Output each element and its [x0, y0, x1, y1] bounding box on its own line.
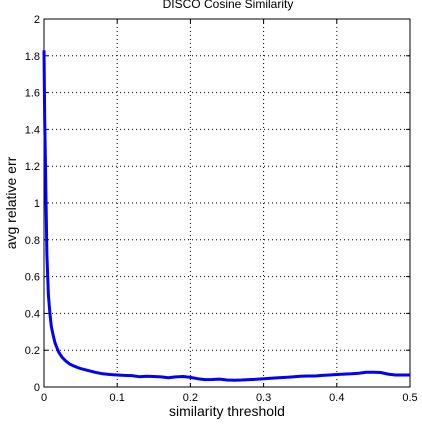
y-tick-label: 0.4: [25, 308, 40, 320]
x-tick-label: 0.4: [329, 392, 344, 404]
y-tick-label: 1: [34, 198, 40, 210]
y-tick-label: 0: [34, 382, 40, 394]
y-tick-label: 1.4: [25, 124, 40, 136]
y-tick-label: 0.8: [25, 235, 40, 247]
y-tick-label: 1.2: [25, 161, 40, 173]
x-tick-label: 0.1: [110, 392, 125, 404]
y-tick-label: 1.6: [25, 88, 40, 100]
series-line: [42, 50, 410, 382]
chart-title: DISCO Cosine Similarity: [163, 0, 294, 11]
x-tick-label: 0.5: [402, 392, 417, 404]
plot-area-frame: [43, 18, 411, 388]
y-tick-label: 2: [34, 14, 40, 26]
y-tick-label: 0.6: [25, 272, 40, 284]
y-tick-label: 0.2: [25, 345, 40, 357]
axis-ticks: 0 0.1 0.2 0.3 0.4 0.5 0 0.2 0.4 0.6 0.8 1 1.2 1.4 1.6 1…: [25, 14, 418, 404]
x-axis-label: similarity threshold: [169, 403, 285, 419]
x-tick-label: 0.3: [256, 392, 271, 404]
x-tick-label: 0: [41, 392, 47, 404]
series-group: [42, 50, 410, 382]
y-axis-label: avg relative err: [3, 156, 19, 249]
y-tick-label: 1.8: [25, 51, 40, 63]
x-tick-label: 0.2: [183, 392, 198, 404]
grid: [44, 19, 410, 387]
